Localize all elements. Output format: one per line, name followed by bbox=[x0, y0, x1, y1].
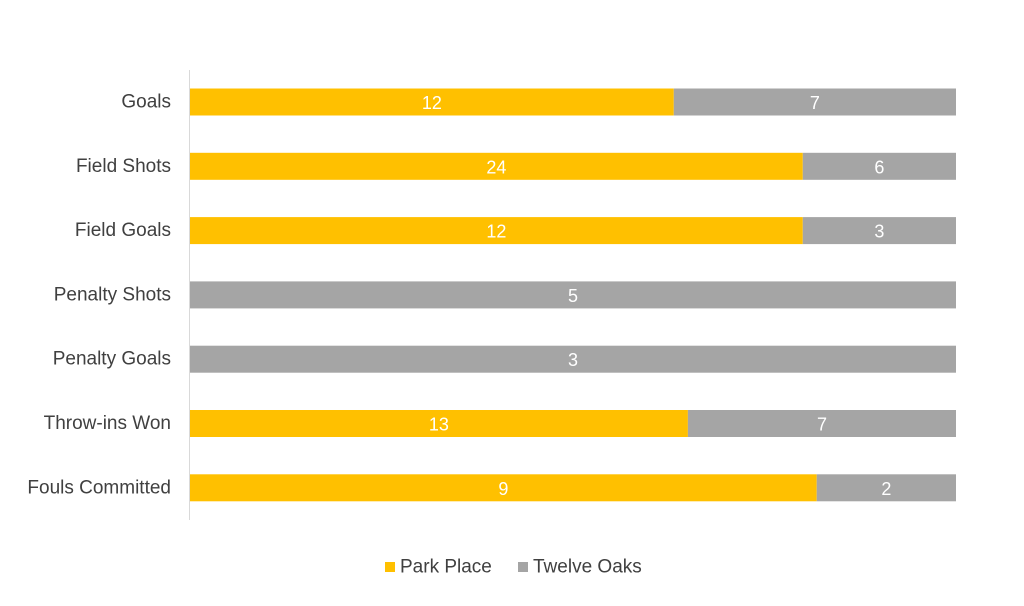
bar-park-place bbox=[190, 152, 803, 180]
category-label: Field Shots bbox=[76, 156, 171, 177]
bar-park-place bbox=[190, 410, 688, 437]
bar-twelve-oaks bbox=[673, 88, 956, 116]
bar-park-place bbox=[190, 217, 803, 245]
category-label: Throw-ins Won bbox=[44, 413, 171, 434]
data-label-park-place: 12 bbox=[422, 93, 442, 113]
data-label-park-place: 24 bbox=[486, 157, 506, 177]
category-label: Penalty Goals bbox=[53, 349, 171, 370]
category-label: Goals bbox=[121, 92, 171, 113]
data-label-twelve-oaks: 6 bbox=[874, 157, 884, 177]
bar-twelve-oaks bbox=[816, 474, 956, 502]
data-label-park-place: 12 bbox=[486, 222, 506, 242]
bar-twelve-oaks bbox=[687, 410, 956, 437]
category-labels: Goals Field Shots Field Goals Penalty Shots… bbox=[27, 92, 171, 499]
bars-layer: 127246123050313792 bbox=[185, 88, 956, 502]
bar-twelve-oaks bbox=[190, 281, 956, 309]
legend: Park Place Twelve Oaks bbox=[385, 557, 642, 578]
bar-park-place bbox=[190, 88, 674, 116]
legend-label-park-place: Park Place bbox=[400, 557, 492, 578]
data-label-park-place: 13 bbox=[429, 415, 449, 435]
bar-park-place bbox=[190, 474, 817, 502]
bar-twelve-oaks bbox=[802, 152, 956, 180]
data-label-twelve-oaks: 2 bbox=[881, 479, 891, 499]
bar-twelve-oaks bbox=[802, 217, 956, 245]
data-label-twelve-oaks: 5 bbox=[568, 286, 578, 306]
legend-label-twelve-oaks: Twelve Oaks bbox=[533, 557, 642, 578]
category-label: Penalty Shots bbox=[54, 284, 171, 305]
data-label-twelve-oaks: 7 bbox=[817, 415, 827, 435]
category-label: Fouls Committed bbox=[27, 477, 171, 498]
bar-twelve-oaks bbox=[190, 345, 956, 373]
legend-swatch-twelve-oaks bbox=[518, 562, 528, 572]
legend-swatch-park-place bbox=[385, 562, 395, 572]
data-label-twelve-oaks: 3 bbox=[874, 222, 884, 242]
category-label: Field Goals bbox=[75, 220, 171, 241]
data-label-twelve-oaks: 7 bbox=[810, 93, 820, 113]
data-label-park-place: 9 bbox=[498, 479, 508, 499]
data-label-twelve-oaks: 3 bbox=[568, 350, 578, 370]
